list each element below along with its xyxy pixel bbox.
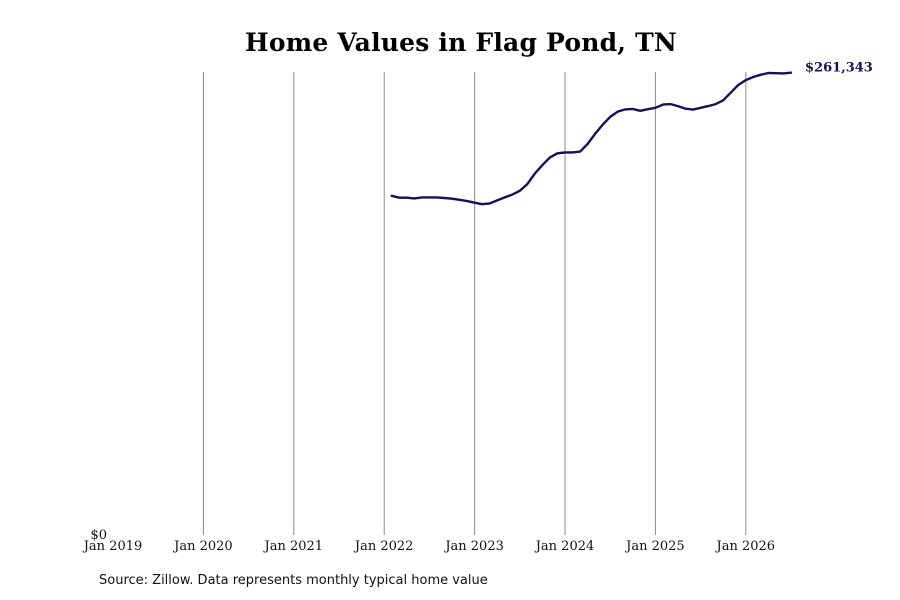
x-tick-label: Jan 2020 (172, 539, 233, 554)
x-tick-label: Jan 2025 (624, 539, 685, 554)
x-tick-label: Jan 2024 (534, 539, 595, 554)
x-tick-label: Jan 2022 (353, 539, 414, 554)
end-value-label: $261,343 (805, 61, 873, 76)
x-axis-ticks: Jan 2019 Jan 2020 Jan 2021 Jan 2022 Jan 2023… (82, 539, 775, 554)
x-tick-label: Jan 2021 (263, 539, 324, 554)
chart-title: Home Values in Flag Pond, TN (245, 28, 677, 57)
source-note: Source: Zillow. Data represents monthly … (99, 573, 488, 588)
grid-lines (202, 72, 747, 535)
y-tick-label: $0 (90, 528, 107, 543)
series-line-home-value (390, 71, 793, 206)
y-axis-ticks: $0 (90, 528, 107, 543)
x-tick-label: Jan 2026 (715, 539, 776, 554)
x-tick-label: Jan 2019 (82, 539, 143, 554)
x-tick-label: Jan 2023 (443, 539, 504, 554)
